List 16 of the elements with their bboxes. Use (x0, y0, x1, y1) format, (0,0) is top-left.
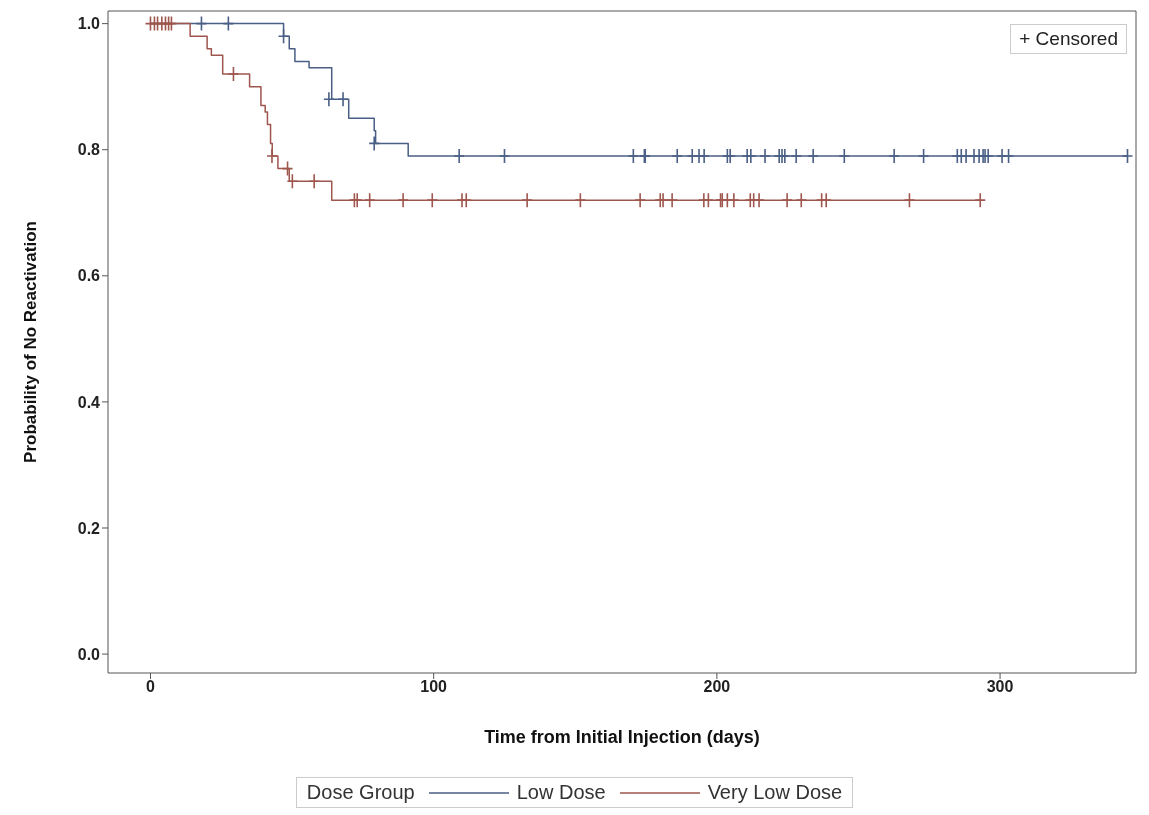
legend-label: Very Low Dose (707, 781, 843, 804)
x-tick-label: 200 (703, 678, 731, 696)
y-tick-label: 0.2 (77, 519, 101, 537)
x-tick-label: 100 (420, 678, 448, 696)
y-tick-label: 0.6 (77, 267, 101, 285)
annotation: + Censored (1010, 24, 1127, 54)
x-tick-label: 0 (146, 678, 156, 696)
legend-label: Low Dose (516, 781, 606, 804)
y-tick-label: 0.0 (77, 645, 101, 663)
legend-title: Dose Group (306, 781, 415, 804)
x-axis-title: Time from Initial Injection (days) (484, 727, 760, 747)
y-tick-label: 0.8 (77, 141, 101, 159)
x-tick-label: 300 (986, 678, 1014, 696)
y-tick-label: 1.0 (77, 15, 101, 33)
y-axis-title: Probability of No Reactivation (21, 221, 41, 463)
y-tick-label: 0.4 (77, 393, 101, 411)
